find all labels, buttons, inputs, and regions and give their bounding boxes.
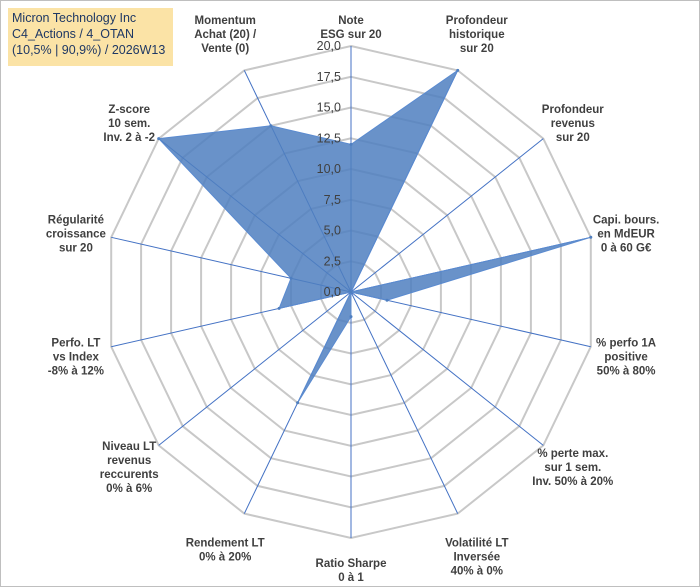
axis-label-line: Rendement LT (186, 538, 265, 550)
axis-label-line: Inv. 50% à 20% (532, 476, 613, 488)
axis-label: Niveau LT revenus reccurents 0% à 6% (100, 441, 159, 495)
axis-label-line: revenus (551, 118, 595, 130)
tick-label: 17,5 (317, 70, 341, 84)
tick-label: 10,0 (317, 162, 341, 176)
tick-label: 15,0 (317, 101, 341, 115)
data-point (589, 235, 593, 239)
axis-label-line: Z-score (108, 104, 150, 116)
axis-label-line: historique (449, 29, 505, 41)
axis-spoke (350, 291, 544, 446)
data-point (269, 124, 273, 128)
axis-label: Régularité croissance sur 20 (46, 215, 106, 255)
axis-label-line: 0 à 1 (338, 572, 364, 584)
axis-label-line: 0 à 60 G€ (601, 243, 652, 255)
axis-label-line: ESG sur 20 (320, 29, 381, 41)
axis-label-line: Momentum (195, 15, 256, 27)
axis-label-line: Régularité (48, 215, 104, 227)
data-point (157, 137, 161, 141)
axis-label-line: Achat (20) / (194, 29, 257, 41)
company-name: Micron Technology Inc (12, 11, 137, 25)
axis-label-line: sur 20 (460, 43, 494, 55)
axis-label-line: croissance (46, 229, 106, 241)
axis-label-line: Perfo. LT (51, 337, 100, 349)
axis-label-line: 40% à 0% (451, 566, 503, 578)
axis-label-line: en MdEUR (597, 229, 655, 241)
axis-label: Ratio Sharpe 0 à 1 (316, 558, 387, 584)
series-area (157, 68, 591, 404)
axis-label: Profondeur revenus sur 20 (542, 104, 604, 144)
axis-label-line: % perte max. (537, 448, 608, 460)
axis-label-line: Volatilité LT (445, 538, 508, 550)
stats-label: (10,5% | 90,9%) / 2026W13 (12, 43, 166, 57)
axis-label-line: Note (338, 15, 364, 27)
data-point (456, 68, 460, 72)
axis-label: Capi. bours. en MdEUR 0 à 60 G€ (593, 215, 659, 255)
axis-label-line: 10 sem. (108, 118, 150, 130)
axis-label-line: sur 20 (59, 243, 93, 255)
data-point (349, 290, 353, 294)
axis-label-line: Inversée (453, 552, 500, 564)
axis-label: Momentum Achat (20) / Vente (0) (194, 15, 257, 55)
axis-label-line: 50% à 80% (597, 365, 656, 377)
tick-label: 20,0 (317, 39, 341, 53)
axis-label-line: Profondeur (542, 104, 604, 116)
data-point (385, 298, 389, 302)
axis-label-line: 0% à 20% (199, 552, 251, 564)
axis-label-line: Niveau LT (102, 441, 156, 453)
axis-spoke (350, 291, 591, 348)
axis-label-line: 0% à 6% (106, 483, 152, 495)
axis-label: % perte max. sur 1 sem. Inv. 50% à 20% (532, 448, 613, 488)
axis-label-line: -8% à 12% (48, 365, 104, 377)
axis-label-line: Profondeur (446, 15, 508, 27)
category-label: C4_Actions / 4_OTAN (12, 27, 135, 41)
axis-label-line: revenus (107, 455, 151, 467)
axis-spoke (350, 291, 459, 514)
data-point (289, 276, 293, 280)
axis-label-line: positive (604, 351, 647, 363)
axis-label: Note ESG sur 20 (320, 15, 381, 41)
axis-spoke (350, 138, 544, 293)
tick-label: 12,5 (317, 131, 341, 145)
axis-label-line: Inv. 2 à -2 (103, 132, 155, 144)
axis-label-line: reccurents (100, 469, 159, 481)
axis-label: Rendement LT 0% à 20% (186, 538, 265, 564)
data-point (349, 142, 353, 146)
axis-label-line: Capi. bours. (593, 215, 659, 227)
data-point (349, 315, 353, 319)
axis-label-line: % perfo 1A (596, 337, 656, 349)
tick-label: 7,5 (324, 193, 341, 207)
axis-label: Profondeur historique sur 20 (446, 15, 508, 55)
axis-label: Volatilité LT Inversée 40% à 0% (445, 538, 508, 578)
data-point (277, 306, 281, 310)
axis-spoke (158, 291, 352, 446)
axis-label: Perfo. LT vs Index -8% à 12% (48, 337, 104, 377)
axis-label-line: Ratio Sharpe (316, 558, 387, 570)
tick-label: 5,0 (324, 224, 341, 238)
data-point (296, 401, 300, 405)
tick-label: 2,5 (324, 254, 341, 268)
axis-label-line: Vente (0) (201, 43, 249, 55)
axis-label-line: sur 20 (556, 132, 590, 144)
chart-title-box: Micron Technology Inc C4_Actions / 4_OTA… (8, 8, 173, 66)
tick-label: 0,0 (324, 285, 341, 299)
axis-label-line: vs Index (53, 351, 100, 363)
axis-label: % perfo 1A positive 50% à 80% (596, 337, 656, 377)
axis-label-line: sur 1 sem. (544, 462, 601, 474)
axis-label: Z-score 10 sem. Inv. 2 à -2 (103, 104, 155, 144)
